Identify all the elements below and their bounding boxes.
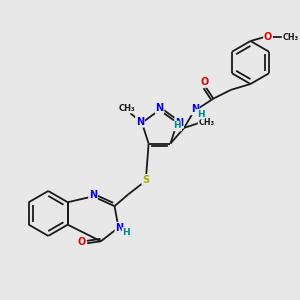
Text: CH₃: CH₃ [282, 33, 298, 42]
Text: N: N [155, 103, 164, 113]
Text: N: N [89, 190, 97, 200]
Text: CH₃: CH₃ [199, 118, 214, 127]
Text: H: H [173, 122, 181, 130]
Text: N: N [191, 104, 199, 114]
Text: O: O [77, 237, 86, 247]
Text: O: O [200, 77, 209, 87]
Text: N: N [175, 118, 183, 128]
Text: H: H [122, 228, 130, 237]
Text: CH₃: CH₃ [119, 103, 136, 112]
Text: H: H [197, 110, 205, 119]
Text: N: N [136, 117, 144, 127]
Text: S: S [142, 175, 149, 185]
Text: O: O [264, 32, 272, 42]
Text: N: N [116, 223, 124, 232]
